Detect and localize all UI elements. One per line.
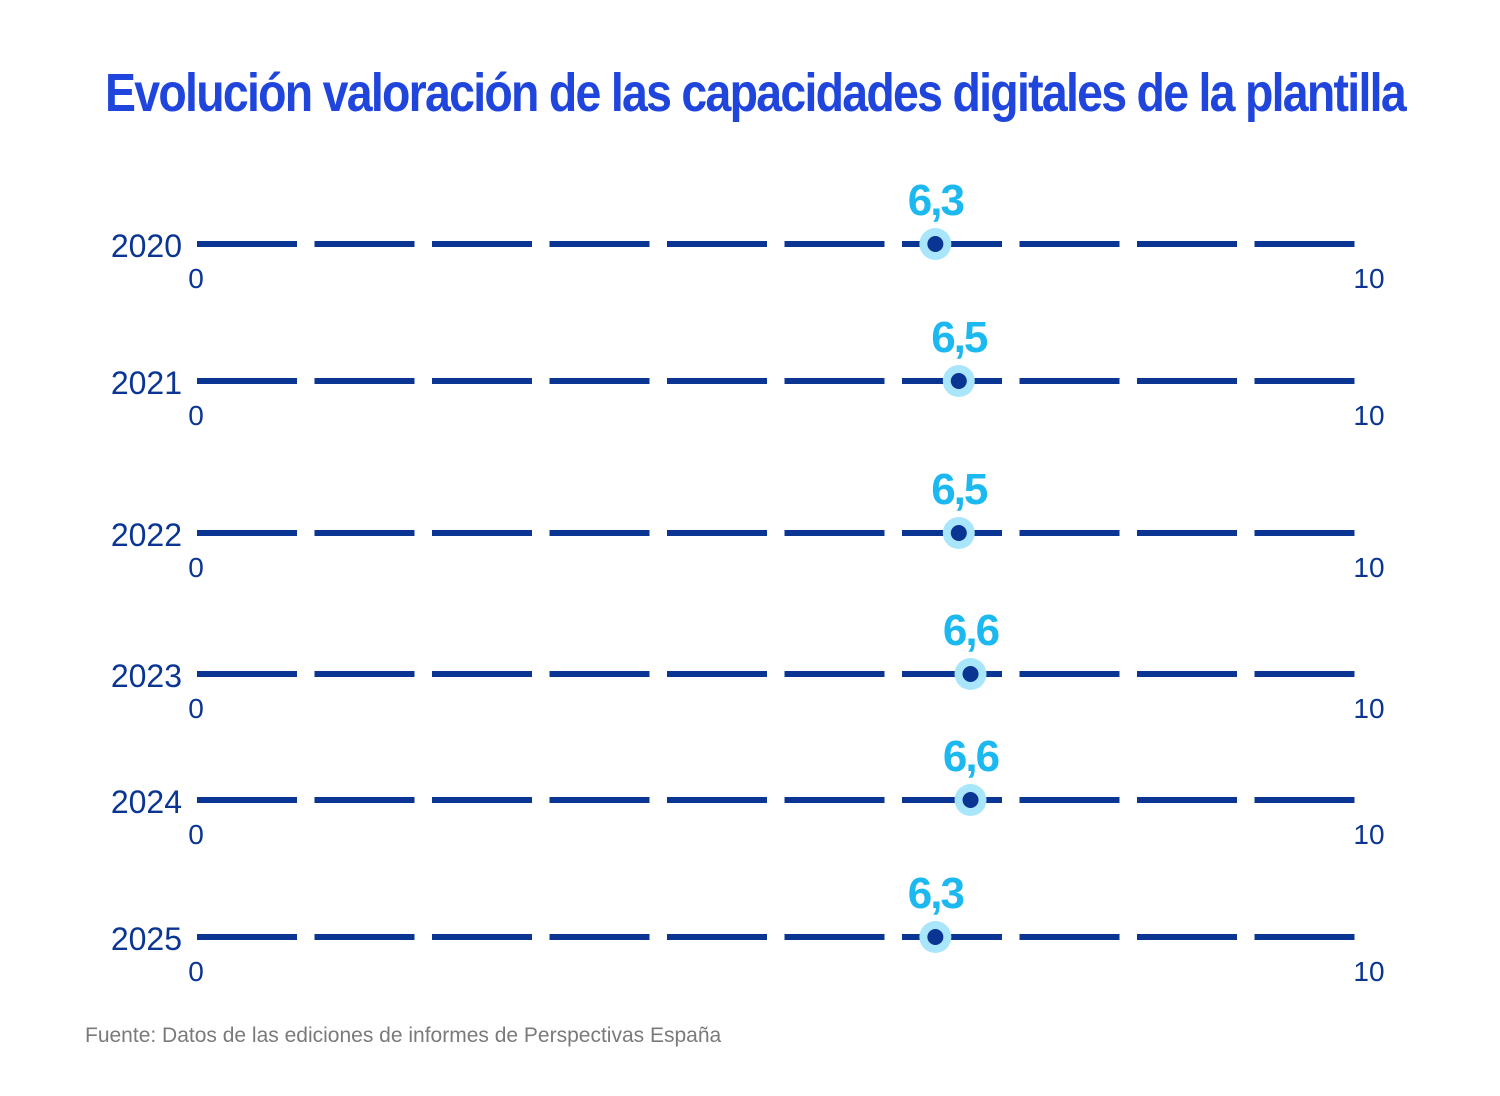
value-label: 6,6 — [943, 606, 999, 655]
value-label: 6,5 — [931, 465, 988, 514]
value-label: 6,3 — [908, 869, 964, 918]
axis-max-label: 10 — [1353, 400, 1384, 431]
year-label: 2025 — [111, 921, 182, 957]
axis-max-label: 10 — [1353, 263, 1384, 294]
value-marker-dot — [962, 666, 979, 682]
chart-title: Evolución valoración de las capacidades … — [105, 63, 1407, 123]
year-label: 2021 — [111, 365, 182, 401]
axis-min-label: 0 — [188, 956, 204, 987]
value-label: 6,6 — [943, 732, 999, 781]
year-label: 2020 — [111, 228, 182, 264]
axis-min-label: 0 — [188, 693, 204, 724]
year-label: 2022 — [111, 517, 182, 553]
axis-min-label: 0 — [188, 400, 204, 431]
value-label: 6,5 — [931, 313, 988, 362]
axis-max-label: 10 — [1353, 819, 1384, 850]
year-label: 2024 — [111, 784, 182, 820]
value-marker-dot — [950, 373, 967, 389]
value-marker-dot — [927, 929, 944, 945]
year-label: 2023 — [111, 658, 182, 694]
value-marker-dot — [927, 236, 944, 252]
value-marker-dot — [962, 792, 979, 808]
axis-min-label: 0 — [188, 263, 204, 294]
axis-min-label: 0 — [188, 552, 204, 583]
value-marker-dot — [950, 525, 967, 541]
value-label: 6,3 — [908, 176, 964, 225]
axis-max-label: 10 — [1353, 956, 1384, 987]
axis-min-label: 0 — [188, 819, 204, 850]
axis-max-label: 10 — [1353, 693, 1384, 724]
axis-max-label: 10 — [1353, 552, 1384, 583]
source-note: Fuente: Datos de las ediciones de inform… — [85, 1024, 722, 1047]
